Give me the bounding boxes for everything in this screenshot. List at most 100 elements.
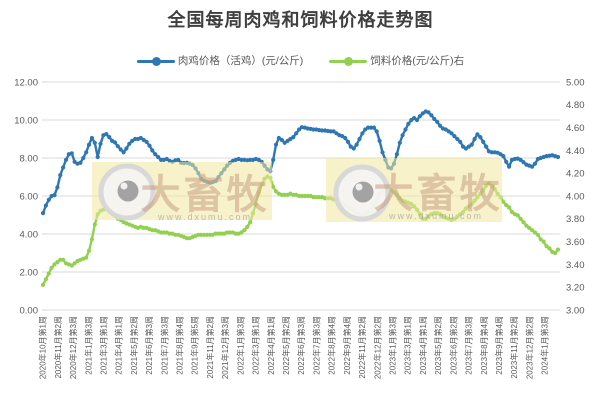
- data-point: [89, 135, 94, 141]
- y-tick-label: 12.00: [14, 77, 38, 88]
- data-point: [317, 195, 322, 200]
- y-tick-label: 10.00: [14, 115, 38, 126]
- data-point: [481, 139, 486, 144]
- x-tick-label: 2023年5月第2周: [433, 316, 443, 375]
- y-tick-label: 0.00: [20, 305, 39, 316]
- x-tick-label: 2020年11月第2周: [53, 316, 63, 379]
- data-point: [43, 203, 49, 208]
- data-point: [271, 184, 276, 189]
- x-tick-label: 2023年11月第2周: [509, 316, 519, 379]
- data-point: [202, 232, 207, 237]
- data-point: [167, 231, 172, 236]
- data-point: [299, 193, 304, 199]
- x-tick-label: 2021年9月第5周: [190, 316, 200, 375]
- data-point: [357, 136, 362, 142]
- data-point: [530, 228, 535, 233]
- data-point: [227, 230, 233, 235]
- data-point: [475, 132, 480, 137]
- data-point: [52, 262, 57, 267]
- data-point: [371, 125, 376, 130]
- data-point: [518, 157, 523, 162]
- data-point: [150, 228, 155, 233]
- legend-label: 饲料价格(元/公斤)右: [370, 55, 465, 67]
- data-point: [46, 197, 51, 202]
- data-point: [328, 129, 333, 134]
- x-tick-label: 2022年1月第3周: [235, 316, 245, 375]
- data-point: [89, 237, 94, 242]
- data-point: [432, 116, 437, 122]
- data-point: [368, 125, 374, 130]
- data-point: [150, 148, 155, 153]
- data-point: [406, 121, 411, 126]
- data-point: [351, 146, 356, 151]
- x-tick-label: 2023年9月第4周: [494, 316, 504, 375]
- data-point: [43, 277, 49, 282]
- data-point: [115, 144, 120, 149]
- data-point: [535, 232, 541, 237]
- data-point: [553, 250, 558, 256]
- data-point: [49, 265, 54, 270]
- x-tick-label: 2023年7月第3周: [464, 316, 474, 375]
- data-point: [239, 157, 244, 162]
- x-tick-label: 2023年6月第2周: [448, 316, 458, 375]
- data-point: [40, 211, 46, 216]
- data-point: [515, 213, 520, 218]
- line-marker-icon: [136, 56, 175, 66]
- y-tick-label: 4.20: [566, 169, 585, 180]
- data-point: [532, 230, 538, 235]
- watermark-brand: 大畜牧: [374, 172, 503, 216]
- data-point: [46, 271, 51, 276]
- legend-item-feed-price: 饲料价格(元/公斤)右: [329, 53, 464, 68]
- data-point: [435, 119, 440, 124]
- y-tick-label: 6.00: [20, 191, 39, 202]
- y-tick-label: 4.00: [566, 191, 585, 202]
- data-point: [245, 224, 250, 229]
- data-point: [173, 232, 178, 237]
- data-point: [86, 142, 92, 147]
- y-tick-label: 4.40: [566, 146, 585, 157]
- x-tick-label: 2023年8月第4周: [479, 316, 489, 375]
- data-point: [294, 131, 299, 136]
- data-point: [360, 131, 365, 136]
- legend-label: 肉鸡价格（活鸡）(元/公斤): [177, 55, 304, 67]
- data-point: [63, 157, 69, 162]
- data-point: [414, 117, 420, 123]
- data-point: [343, 135, 348, 141]
- data-point: [530, 164, 535, 169]
- data-point: [521, 220, 526, 225]
- y-axis-right: 3.00 3.20 3.40 3.60 3.80 4.00 4.20 4.40 4.60 4.80…: [566, 77, 585, 316]
- data-point: [504, 203, 509, 208]
- data-point: [271, 157, 276, 162]
- data-point: [354, 142, 359, 147]
- y-tick-label: 8.00: [20, 153, 39, 164]
- data-point: [95, 154, 100, 160]
- x-tick-label: 2021年7月第3周: [159, 316, 169, 375]
- data-point: [104, 132, 109, 137]
- data-point: [366, 125, 371, 130]
- x-tick-label: 2021年12月第3周: [220, 316, 230, 379]
- data-point: [225, 230, 230, 235]
- x-tick-label: 2022年7月第3周: [311, 316, 321, 375]
- data-point: [282, 192, 287, 197]
- data-point: [242, 228, 247, 233]
- data-point: [311, 195, 316, 200]
- data-point: [455, 136, 460, 142]
- y-tick-label: 2.00: [20, 267, 39, 278]
- data-point: [429, 113, 434, 118]
- x-axis-labels: 2020年10月第1周 2020年11月第2周 2020年12月第3周 2021年1月…: [38, 316, 550, 379]
- data-point: [107, 135, 112, 140]
- data-point: [458, 139, 463, 144]
- data-point: [397, 140, 402, 145]
- x-tick-label: 2022年5月第2周: [281, 316, 291, 375]
- x-tick-label: 2020年12月第3周: [68, 316, 78, 379]
- watermark-brand: 大畜牧: [141, 173, 270, 217]
- x-tick-label: 2021年5月第2周: [129, 316, 139, 375]
- x-tick-label: 2021年8月第4周: [175, 316, 185, 375]
- x-tick-label: 2022年3月第1周: [251, 316, 261, 375]
- chart-title: 全国每周肉鸡和饲料价格走势图: [167, 10, 434, 30]
- y-tick-label: 3.00: [566, 305, 585, 316]
- data-point: [279, 192, 284, 197]
- data-point: [314, 195, 319, 200]
